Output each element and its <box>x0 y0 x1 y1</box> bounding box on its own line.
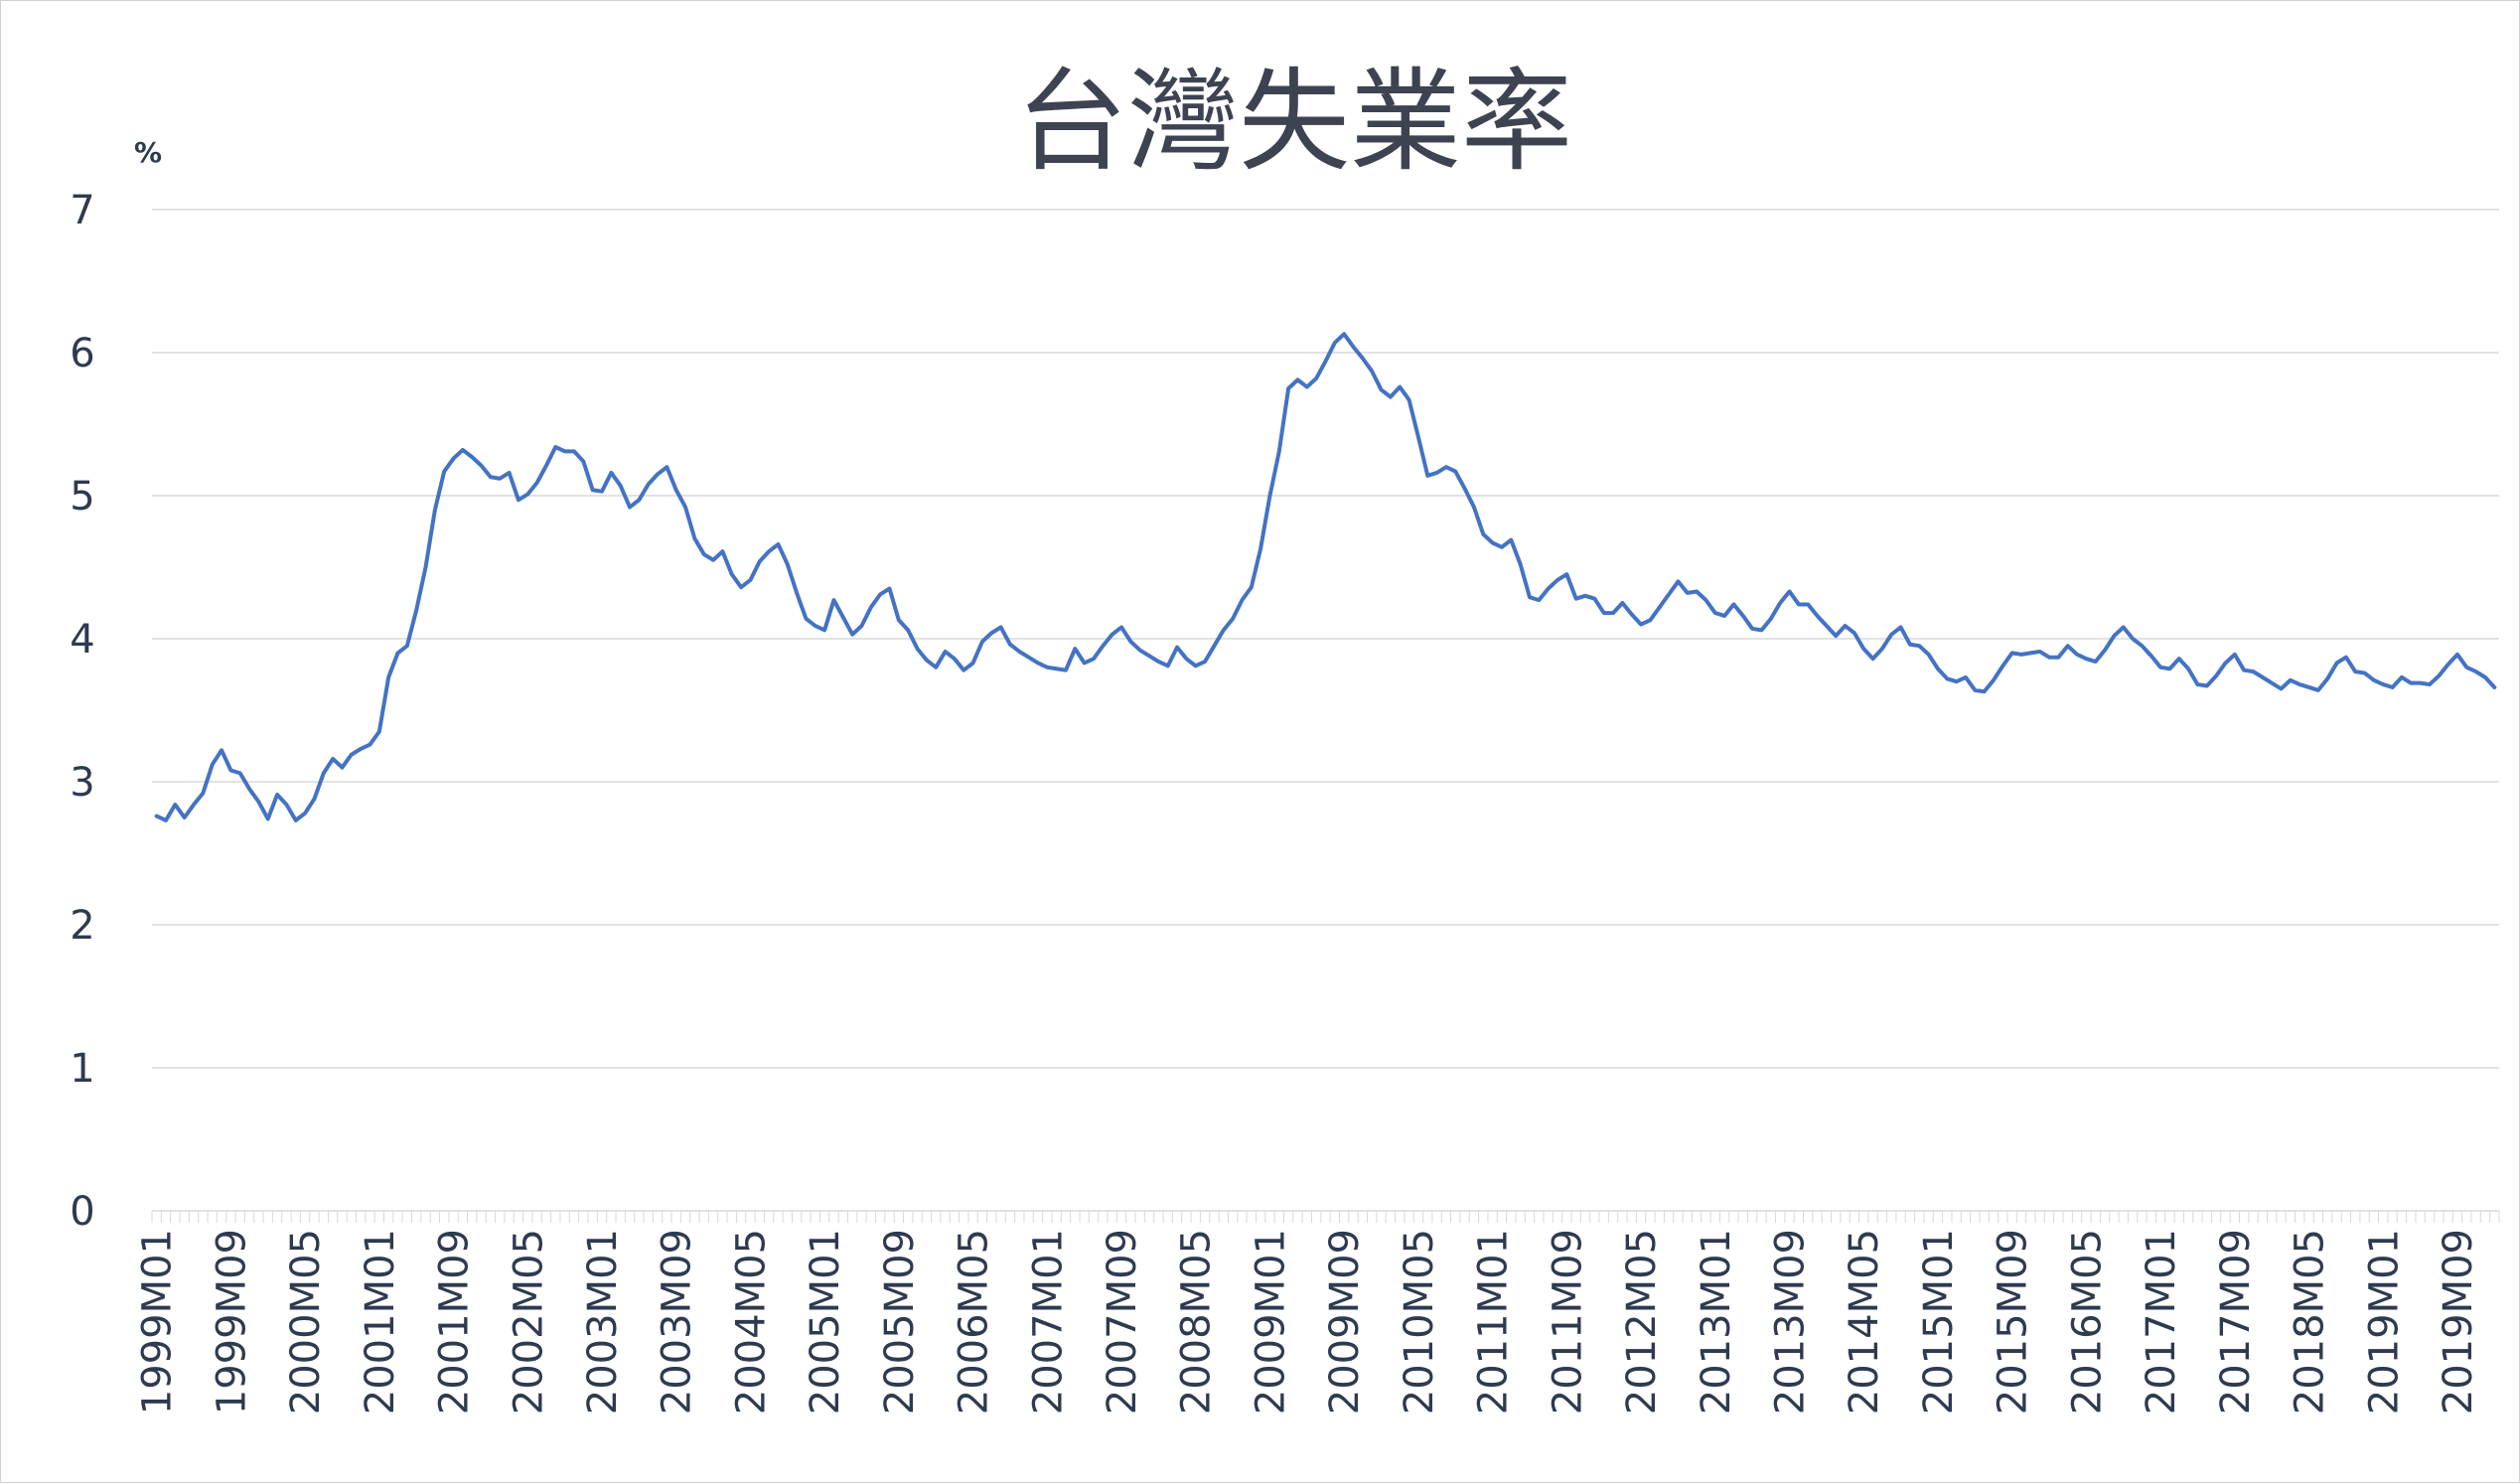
x-tick-label: 2019M09 <box>2436 1229 2481 1414</box>
chart-title: 台灣失業率 <box>1016 58 1572 187</box>
x-tick-label: 2013M09 <box>1767 1229 1813 1414</box>
x-tick-label: 2017M01 <box>2139 1229 2184 1414</box>
x-tick-label: 2000M05 <box>283 1229 329 1414</box>
x-tick-label: 1999M01 <box>135 1229 181 1414</box>
x-tick-label: 2003M01 <box>580 1229 626 1414</box>
x-tick-label: 2006M05 <box>952 1229 997 1414</box>
y-tick-label: 5 <box>70 474 94 519</box>
x-tick-label: 2001M01 <box>358 1229 403 1414</box>
x-tick-label: 2011M01 <box>1471 1229 1517 1414</box>
y-axis-ticks: 0 1 2 3 4 5 6 7 <box>70 188 94 1235</box>
x-tick-label: 2017M09 <box>2213 1229 2259 1414</box>
x-tick-label: 2009M01 <box>1248 1229 1293 1414</box>
x-tick-label: 2007M09 <box>1100 1229 1145 1414</box>
y-tick-label: 7 <box>70 188 94 233</box>
x-tick-label: 2001M09 <box>432 1229 478 1414</box>
x-tick-label: 2007M01 <box>1025 1229 1071 1414</box>
x-tick-label: 1999M09 <box>209 1229 254 1414</box>
y-tick-label: 2 <box>70 903 94 949</box>
x-tick-label: 2009M09 <box>1322 1229 1368 1414</box>
x-tick-label: 2004M05 <box>728 1229 774 1414</box>
y-tick-label: 1 <box>70 1046 94 1092</box>
x-axis-tick-labels: 1999M01 1999M09 2000M05 2001M01 2001M09 2002M… <box>135 1229 2481 1414</box>
y-tick-label: 3 <box>70 760 94 806</box>
x-tick-label: 2015M09 <box>1991 1229 2036 1414</box>
x-tick-label: 2012M05 <box>1619 1229 1665 1414</box>
x-tick-label: 2010M05 <box>1397 1229 1442 1414</box>
y-tick-label: 6 <box>70 331 94 376</box>
x-tick-label: 2013M01 <box>1694 1229 1739 1414</box>
series-layer <box>154 332 2497 822</box>
x-tick-label: 2016M05 <box>2064 1229 2110 1414</box>
x-tick-label: 2014M05 <box>1842 1229 1887 1414</box>
y-tick-label: 4 <box>70 617 94 663</box>
x-tick-label: 2019M01 <box>2361 1229 2407 1414</box>
x-tick-label: 2011M09 <box>1545 1229 1590 1414</box>
x-tick-label: 2015M01 <box>1916 1229 1962 1414</box>
x-tick-label: 2005M01 <box>803 1229 848 1414</box>
x-tick-label: 2018M05 <box>2288 1229 2333 1414</box>
y-axis-unit-label: % <box>134 136 162 169</box>
x-tick-label: 2008M05 <box>1174 1229 1220 1414</box>
gridlines <box>152 209 2499 1069</box>
x-tick-label: 2002M05 <box>506 1229 551 1414</box>
series-line <box>154 332 2497 822</box>
y-tick-label: 0 <box>70 1189 94 1235</box>
x-tick-label: 2003M09 <box>655 1229 700 1414</box>
x-tick-label: 2005M09 <box>877 1229 923 1414</box>
x-axis <box>151 1210 2500 1223</box>
